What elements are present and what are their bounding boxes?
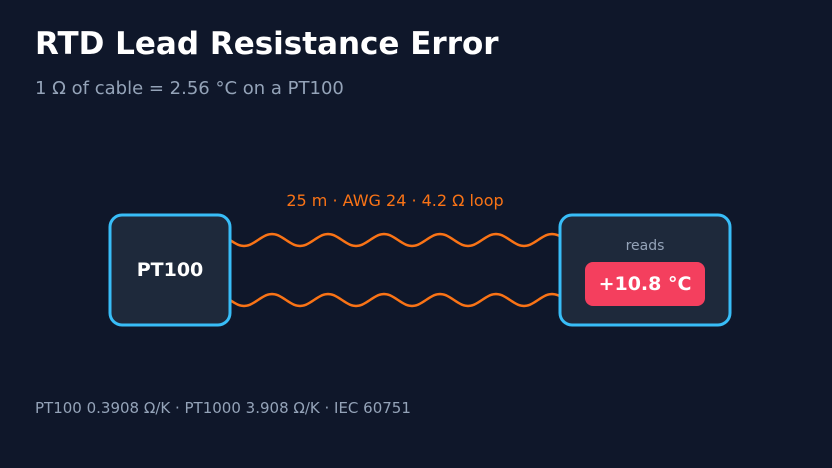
- sensor-label: PT100: [137, 259, 204, 281]
- sensor-box: [108, 213, 232, 327]
- title: RTD Lead Resistance Error: [35, 26, 499, 62]
- wire: [229, 292, 561, 308]
- reading-badge: [585, 262, 705, 306]
- reader-label: reads: [626, 238, 665, 254]
- subtitle: 1 Ω of cable = 2.56 °C on a PT100: [35, 78, 344, 99]
- wire: [229, 232, 561, 248]
- cable-label: 25 m · AWG 24 · 4.2 Ω loop: [286, 191, 503, 210]
- footer: PT100 0.3908 Ω/K · PT1000 3.908 Ω/K · IE…: [35, 399, 411, 417]
- reading: +10.8 °C: [599, 273, 692, 295]
